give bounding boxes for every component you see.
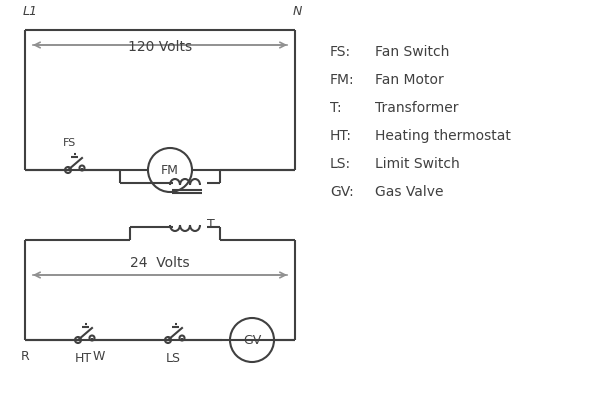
Text: L1: L1 — [23, 5, 38, 18]
Text: FM:: FM: — [330, 73, 355, 87]
Text: Gas Valve: Gas Valve — [375, 185, 444, 199]
Text: T: T — [207, 218, 215, 232]
Text: N: N — [293, 5, 302, 18]
Text: Fan Switch: Fan Switch — [375, 45, 450, 59]
Text: Limit Switch: Limit Switch — [375, 157, 460, 171]
Text: GV:: GV: — [330, 185, 354, 199]
Text: 120 Volts: 120 Volts — [128, 40, 192, 54]
Text: HT: HT — [74, 352, 91, 365]
Text: Transformer: Transformer — [375, 101, 458, 115]
Text: R: R — [21, 350, 30, 363]
Text: W: W — [93, 350, 105, 363]
Text: 24  Volts: 24 Volts — [130, 256, 190, 270]
Text: LS:: LS: — [330, 157, 351, 171]
Text: FM: FM — [161, 164, 179, 176]
Text: GV: GV — [243, 334, 261, 346]
Text: HT:: HT: — [330, 129, 352, 143]
Text: FS:: FS: — [330, 45, 351, 59]
Text: T:: T: — [330, 101, 342, 115]
Text: LS: LS — [166, 352, 181, 365]
Text: Fan Motor: Fan Motor — [375, 73, 444, 87]
Text: FS: FS — [63, 138, 76, 148]
Text: Heating thermostat: Heating thermostat — [375, 129, 511, 143]
